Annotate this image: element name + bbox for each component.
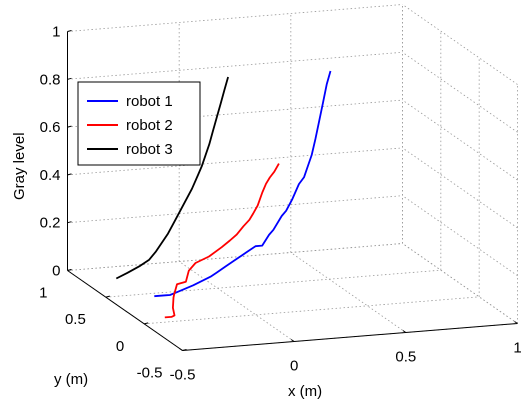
y-tick-label: 0 (116, 338, 124, 355)
series-lines (115, 70, 332, 319)
legend-label: robot 1 (126, 93, 173, 110)
legend-label: robot 3 (126, 141, 173, 158)
legend: robot 1 robot 2 robot 3 (77, 81, 201, 166)
x-tick-mark (290, 339, 295, 342)
z-tick-mark (67, 77, 72, 80)
grid-line-side-z (402, 4, 518, 85)
grid-line-floor-x (178, 261, 295, 342)
z-tick-mark (67, 269, 72, 271)
grid (67, 4, 518, 351)
grid-line-back-z (67, 51, 403, 80)
x-tick-mark (514, 321, 518, 324)
x-tick-mark (179, 348, 183, 351)
z-tick-label: 0.4 (40, 167, 61, 184)
y-tick-label: 1 (39, 285, 47, 302)
grid-line-side-z (402, 195, 518, 277)
x-tick-label: 0 (290, 358, 298, 375)
x-tick-label: -0.5 (170, 367, 196, 384)
legend-entries: robot 1 robot 2 robot 3 (87, 93, 173, 158)
z-tick-mark (67, 30, 72, 32)
z-tick-mark (67, 125, 72, 128)
grid-line-back-z (67, 147, 403, 176)
grid-line-side-z (402, 147, 518, 229)
z-tick-label: 0.6 (40, 119, 61, 136)
z-tick-mark (67, 221, 72, 224)
x-axis-line (182, 323, 518, 351)
grid-line-side-z (402, 243, 518, 324)
legend-box (77, 81, 201, 166)
x-tick-mark (402, 330, 407, 333)
x-axis-title: x (m) (288, 383, 322, 400)
z-tick-label: 1 (52, 24, 60, 41)
z-tick-label: 0 (52, 263, 60, 280)
series-line-robot-3 (115, 76, 229, 280)
z-tick-label: 0.2 (40, 215, 61, 232)
axes-frame (67, 30, 518, 351)
z-tick-mark (67, 173, 72, 176)
x-tick-label: 0.5 (395, 349, 416, 366)
z-axis-title: Gray level (11, 132, 28, 200)
grid-line-side-z (402, 51, 518, 133)
grid-line-floor-x (290, 252, 407, 333)
legend-label: robot 2 (126, 117, 173, 134)
y-tick-label: -0.5 (137, 365, 163, 382)
grid-line-side-z (402, 99, 518, 181)
y-axis-title: y (m) (54, 371, 88, 388)
y-tick-mark (105, 295, 110, 298)
y-axis-line (67, 270, 183, 351)
y-tick-mark (144, 322, 149, 325)
grid-line-back-z (67, 195, 403, 224)
grid-line-floor-y (144, 296, 480, 325)
grid-line-back-z (67, 243, 403, 271)
y-tick-label: 0.5 (65, 311, 86, 328)
y-tick-mark (182, 349, 187, 351)
grid-line-back-z (67, 4, 403, 32)
series-line-robot-1 (154, 70, 332, 298)
x-tick-label: 1 (513, 340, 521, 357)
series-line-robot-2 (164, 163, 280, 319)
z-tick-label: 0.8 (40, 71, 61, 88)
grid-line-floor-y (105, 269, 441, 298)
